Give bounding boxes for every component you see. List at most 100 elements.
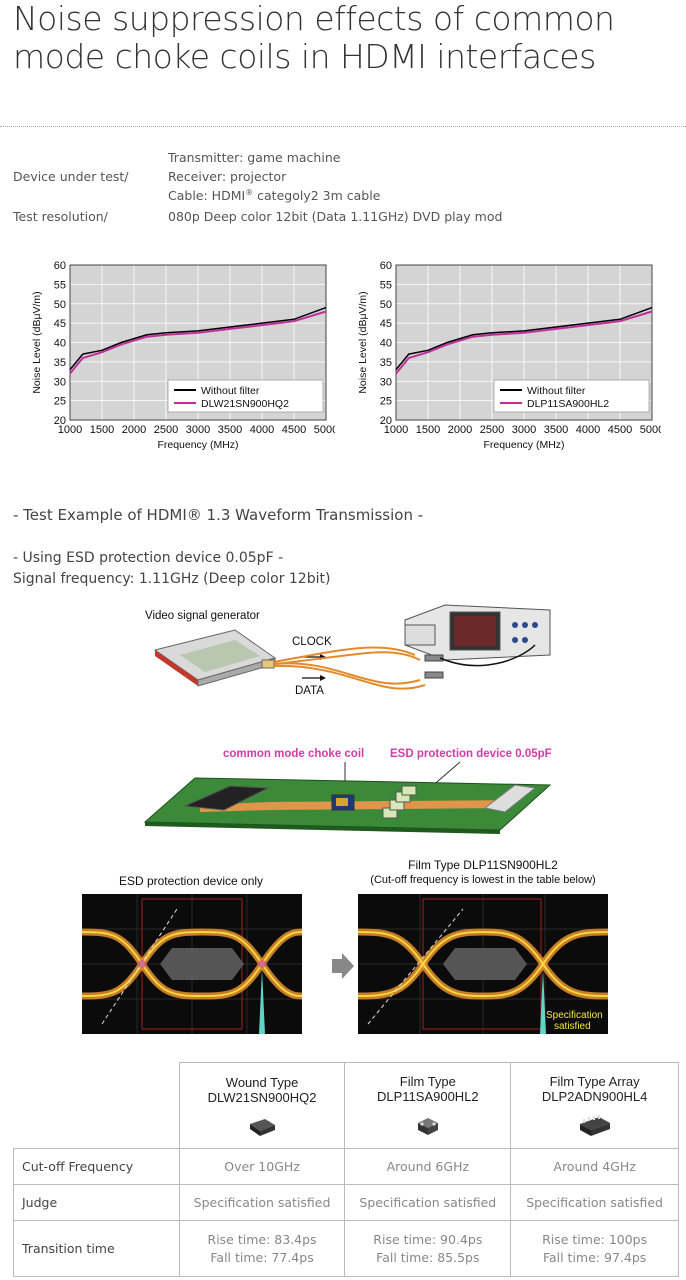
- x-tick-label: 2000: [122, 424, 146, 436]
- col-type-label: Film Type Array: [549, 1073, 640, 1089]
- coax-cables-icon: [273, 646, 426, 690]
- page-title: Noise suppression effects of common mode…: [13, 0, 615, 76]
- x-tick-label: 3500: [544, 424, 568, 436]
- x-tick-label: 4000: [250, 424, 274, 436]
- y-tick-label: 30: [380, 376, 392, 388]
- y-tick-label: 40: [54, 338, 66, 350]
- pcb-board-icon: [143, 777, 552, 834]
- col-part-label: DLP2ADN900HL4: [541, 1088, 648, 1104]
- table-cell: Specification satisfied: [344, 1184, 512, 1221]
- x-tick-label: 4500: [608, 424, 632, 436]
- x-axis-label: Frequency (MHz): [157, 439, 238, 451]
- y-tick-label: 45: [54, 318, 66, 330]
- y-tick-label: 20: [380, 415, 392, 427]
- x-tick-label: 1000: [58, 424, 82, 436]
- x-tick-label: 1500: [90, 424, 114, 436]
- x-tick-label: 5000: [640, 424, 661, 436]
- table-cell: Rise time: 90.4ps Fall time: 85.5ps: [344, 1220, 512, 1277]
- table-row: Judge Specification satisfied Specificat…: [13, 1184, 679, 1221]
- y-tick-label: 20: [54, 415, 66, 427]
- data-label: DATA: [295, 685, 324, 697]
- resolution-value: 080p Deep color 12bit (Data 1.11GHz) DVD…: [168, 209, 503, 224]
- comparison-table: Wound Type DLW21SN900HQ2 Film Type DLP11…: [13, 1062, 679, 1277]
- device-label: Device under test/: [13, 169, 129, 184]
- y-tick-label: 25: [380, 396, 392, 408]
- x-axis-label: Frequency (MHz): [483, 439, 564, 451]
- y-tick-label: 60: [380, 260, 392, 272]
- x-tick-label: 2500: [480, 424, 504, 436]
- y-tick-label: 25: [54, 396, 66, 408]
- table-cell: Around 6GHz: [344, 1148, 512, 1185]
- y-tick-label: 50: [380, 299, 392, 311]
- legend-box: [493, 379, 650, 413]
- clock-label: CLOCK: [292, 636, 332, 648]
- section-subheading: - Using ESD protection device 0.05pF -: [13, 550, 284, 566]
- y-tick-label: 35: [54, 357, 66, 369]
- series-line: [69, 306, 327, 371]
- x-tick-label: 4000: [576, 424, 600, 436]
- legend-label: Without filter: [201, 385, 260, 397]
- y-tick-label: 60: [54, 260, 66, 272]
- eye-diagram-right: Specification satisfied: [358, 894, 608, 1034]
- table-cell: Over 10GHz: [178, 1148, 346, 1185]
- table-cell: Specification satisfied: [178, 1184, 346, 1221]
- array-chip-icon: [579, 1114, 610, 1136]
- y-tick-label: 45: [380, 318, 392, 330]
- x-tick-label: 3000: [186, 424, 210, 436]
- y-tick-label: 55: [54, 279, 66, 291]
- wound-chip-icon: [250, 1118, 276, 1136]
- series-line: [395, 306, 653, 371]
- x-tick-label: 1500: [416, 424, 440, 436]
- cable-text: Cable: HDMI® categoly2 3m cable: [168, 187, 381, 203]
- table-cell: Rise time: 100ps Fall time: 97.4ps: [510, 1220, 679, 1277]
- legend-label: DLW21SN900HQ2: [201, 398, 289, 410]
- oscilloscope-icon: [404, 604, 551, 679]
- pcb-diagram: common mode choke coil ESD protection de…: [143, 748, 552, 834]
- eye-right-title-2: (Cut-off frequency is lowest in the tabl…: [370, 874, 596, 886]
- table-row: Transition time Rise time: 83.4ps Fall ti…: [13, 1220, 679, 1277]
- col-header-film: Film Type DLP11SA900HL2: [344, 1062, 512, 1149]
- x-tick-label: 3000: [512, 424, 536, 436]
- table-cell: Specification satisfied: [510, 1184, 679, 1221]
- generator-label: Video signal generator: [145, 610, 260, 622]
- row-label: Cut-off Frequency: [13, 1148, 180, 1185]
- table-cell: Around 4GHz: [510, 1148, 679, 1185]
- spec-satisfied-note-1: Specification: [546, 1010, 603, 1021]
- series-line: [69, 310, 327, 375]
- eye-diagram-left: [82, 894, 302, 1034]
- x-tick-label: 4500: [282, 424, 306, 436]
- x-tick-label: 1000: [384, 424, 408, 436]
- eye-left-title: ESD protection device only: [118, 874, 264, 888]
- divider: [0, 126, 686, 127]
- eye-right-title-1: Film Type DLP11SN900HL2: [408, 858, 558, 872]
- table-corner: [13, 1062, 180, 1149]
- x-tick-label: 2000: [448, 424, 472, 436]
- col-part-label: DLP11SA900HL2: [376, 1088, 479, 1104]
- col-part-label: DLW21SN900HQ2: [207, 1089, 317, 1105]
- col-type-label: Film Type: [399, 1073, 456, 1089]
- arrow-icon: [332, 953, 354, 979]
- x-tick-label: 2500: [154, 424, 178, 436]
- y-axis-label: Noise Level (dBμV/m): [357, 291, 369, 393]
- table-row: Cut-off Frequency Over 10GHz Around 6GHz…: [13, 1148, 679, 1185]
- test-setup-diagram: Video signal generator CLOCK DATA: [145, 604, 551, 697]
- series-line: [395, 310, 653, 375]
- y-tick-label: 50: [54, 299, 66, 311]
- y-tick-label: 30: [54, 376, 66, 388]
- table-cell: Rise time: 83.4ps Fall time: 77.4ps: [178, 1220, 346, 1277]
- y-tick-label: 40: [380, 338, 392, 350]
- signal-frequency: Signal frequency: 1.11GHz (Deep color 12…: [13, 571, 331, 587]
- resolution-label: Test resolution/: [13, 209, 108, 224]
- col-header-array: Film Type Array DLP2ADN900HL4: [510, 1062, 679, 1149]
- x-tick-label: 3500: [218, 424, 242, 436]
- y-tick-label: 35: [380, 357, 392, 369]
- legend-box: [167, 379, 324, 413]
- transmitter-text: Transmitter: game machine: [168, 150, 341, 165]
- y-tick-label: 55: [380, 279, 392, 291]
- row-label: Transition time: [13, 1220, 180, 1277]
- x-tick-label: 5000: [314, 424, 335, 436]
- film-chip-icon: [417, 1117, 438, 1135]
- noise-chart-right: 20 25 30 35 40 45 50 55 60 1000 1500 2000 2500 3000 35…: [357, 260, 661, 451]
- table-header-row: Wound Type DLW21SN900HQ2 Film Type DLP11…: [13, 1062, 679, 1149]
- section-heading: - Test Example of HDMI® 1.3 Waveform Tra…: [13, 506, 424, 524]
